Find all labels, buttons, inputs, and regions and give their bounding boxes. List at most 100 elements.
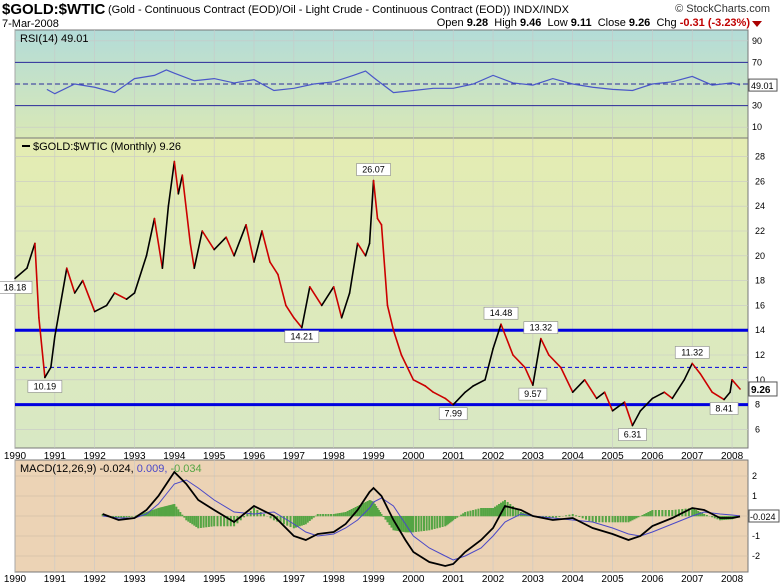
macd-histogram-bar <box>578 516 581 517</box>
macd-histogram-bar <box>641 515 644 517</box>
macd-histogram-bar <box>330 514 333 517</box>
price-tick-label: 24 <box>755 201 765 211</box>
price-segment <box>683 362 694 381</box>
price-segment <box>392 329 403 356</box>
macd-histogram-bar <box>667 510 670 517</box>
macd-histogram-bar <box>162 506 165 517</box>
macd-histogram-bar <box>575 515 578 517</box>
macd-histogram-bar <box>503 500 506 517</box>
macd-histogram-bar <box>568 514 571 517</box>
macd-histogram-bar <box>511 506 514 517</box>
x-tick-label-macd: 1991 <box>44 574 67 585</box>
price-segment <box>73 279 84 294</box>
macd-histogram-bar <box>517 510 520 517</box>
ohlc-summary: Open 9.28 High 9.46 Low 9.11 Close 9.26 … <box>437 17 750 29</box>
macd-histogram-bar <box>298 516 301 527</box>
price-annotation-box <box>27 380 63 393</box>
macd-histogram-bar <box>173 504 176 517</box>
price-segment <box>54 267 68 338</box>
macd-histogram-bar <box>649 511 652 517</box>
macd-histogram-bar <box>488 508 491 517</box>
macd-histogram-bar <box>462 513 465 517</box>
price-annotation-label: 8.41 <box>715 404 733 414</box>
macd-histogram-bar <box>256 510 259 517</box>
macd-histogram-bar <box>300 516 303 526</box>
macd-histogram-bar <box>472 510 475 517</box>
macd-histogram-bar <box>711 516 714 518</box>
price-segment <box>201 230 215 251</box>
macd-histogram-bar <box>703 514 706 517</box>
price-segment <box>301 285 311 329</box>
stockcharts-watermark[interactable]: © StockCharts.com <box>675 3 770 15</box>
price-segment <box>472 378 486 387</box>
rsi-tick-label: 10 <box>752 122 762 132</box>
macd-histogram-bar <box>392 516 395 531</box>
macd-histogram-bar <box>551 516 554 519</box>
price-tick-label: 6 <box>755 424 760 434</box>
macd-histogram-bar <box>677 509 680 517</box>
price-tick-label: 26 <box>755 176 765 186</box>
x-tick-label-price: 1999 <box>362 451 385 462</box>
macd-histogram-bar <box>191 516 194 525</box>
macd-histogram-bar <box>377 510 380 517</box>
price-annotation-label: 6.31 <box>624 430 642 440</box>
price-tick-label: 16 <box>755 300 765 310</box>
x-tick-label-price: 2002 <box>482 451 505 462</box>
price-annotation-box <box>284 330 320 343</box>
macd-histogram-bar <box>344 512 347 517</box>
macd-histogram-bar <box>684 508 687 517</box>
macd-histogram-bar <box>388 516 391 525</box>
macd-histogram-bar <box>338 513 341 517</box>
macd-histogram-bar <box>128 516 131 517</box>
macd-histogram-bar <box>396 516 399 531</box>
price-segment <box>400 354 415 381</box>
macd-histogram-bar <box>500 502 503 517</box>
x-tick-label-macd: 1992 <box>84 574 107 585</box>
macd-histogram-bar <box>306 516 309 523</box>
price-annotation-box <box>674 346 710 359</box>
price-segment <box>308 285 323 307</box>
macd-histogram-bar <box>695 510 698 517</box>
rsi-value-label: 49.01 <box>751 81 774 91</box>
macd-histogram-bar <box>661 510 664 517</box>
x-tick-label-price: 1991 <box>44 451 67 462</box>
macd-histogram-bar <box>466 511 469 517</box>
macd-histogram-bar <box>348 510 351 517</box>
macd-histogram-bar <box>269 516 272 519</box>
macd-histogram-bar <box>169 505 172 517</box>
macd-histogram-bar <box>415 516 418 532</box>
macd-histogram-bar <box>514 508 517 517</box>
macd-histogram-bar <box>213 516 216 527</box>
chg-label: Chg <box>656 17 677 29</box>
down-arrow-icon <box>752 21 762 27</box>
macd-histogram-bar <box>417 516 420 532</box>
macd-signal-line <box>102 479 741 561</box>
low-label: Low <box>547 17 568 29</box>
x-tick-label-price: 1993 <box>123 451 146 462</box>
macd-histogram-bar <box>398 516 401 532</box>
x-tick-label-price: 2004 <box>562 451 585 462</box>
close-label: Close <box>597 17 626 29</box>
price-segment <box>145 217 156 257</box>
chart-header: $GOLD:$WTIC (Gold - Continuous Contract … <box>0 0 780 30</box>
price-segment <box>177 174 184 195</box>
macd-histogram-bar <box>608 516 611 523</box>
price-segment <box>113 292 128 301</box>
macd-histogram-bar <box>316 514 319 517</box>
price-segment <box>81 279 96 313</box>
macd-tick-label: -2 <box>752 551 760 561</box>
macd-histogram-bar <box>358 505 361 517</box>
price-segment <box>293 316 303 329</box>
macd-histogram-bar <box>506 502 509 517</box>
macd-histogram-bar <box>153 509 156 517</box>
x-tick-label-price: 2006 <box>641 451 664 462</box>
rsi-tick-label: 30 <box>752 101 762 111</box>
x-tick-label-price: 2000 <box>402 451 425 462</box>
x-tick-label-macd: 1990 <box>4 574 27 585</box>
price-tick-label: 10 <box>755 375 765 385</box>
macd-histogram-bar <box>382 516 385 517</box>
macd-histogram-bar <box>286 516 289 526</box>
macd-histogram-bar <box>172 504 175 517</box>
macd-histogram-bar <box>405 516 408 533</box>
price-annotation-box <box>0 281 33 294</box>
